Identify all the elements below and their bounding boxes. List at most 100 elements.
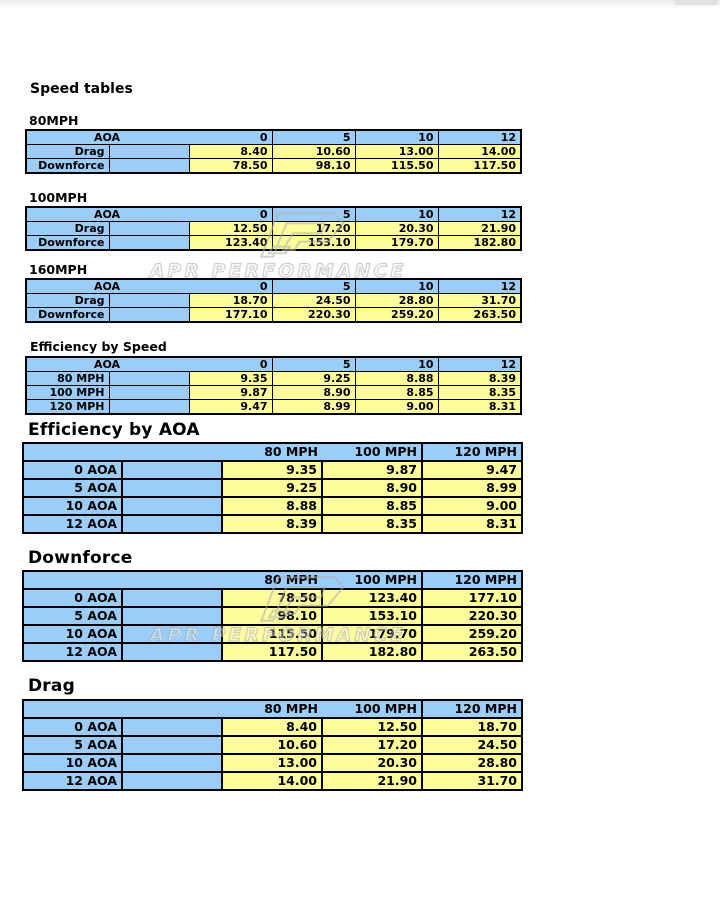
value-cell: 8.40 [189, 144, 272, 159]
row-spacer-cell [122, 496, 223, 515]
header-col-cell: 10 [354, 130, 438, 145]
header-col-cell: 5 [271, 357, 355, 372]
section-title-efficiency-by-speed: Efficiency by Speed [30, 339, 167, 354]
table-80mph: AOA 0 5 10 12 Drag 8.40 10.60 13.00 14.00 Downforc… [25, 129, 522, 174]
data-table: 80 MPH 100 MPH 120 MPH 0 AOA 9.35 9.87 9.47 5 A… [22, 442, 523, 534]
header-col-cell: 10 [354, 207, 438, 222]
row-label-cell: 80 MPH [26, 371, 110, 386]
value-cell: 177.10 [189, 307, 272, 322]
value-cell: 9.25 [271, 371, 355, 386]
header-col-cell: 0 [189, 279, 272, 294]
header-col-cell: 120 MPH [421, 571, 522, 589]
header-col-cell: 0 [189, 357, 272, 372]
value-cell: 31.70 [437, 293, 521, 308]
section-label-160mph: 160MPH [29, 262, 88, 277]
row-label-cell: 12 AOA [23, 514, 123, 533]
row-label-cell: 10 AOA [23, 753, 123, 772]
data-table: AOA 0 5 10 12 Drag 8.40 10.60 13.00 14.00 Downforc… [25, 129, 522, 174]
value-cell: 12.50 [321, 717, 422, 736]
row-label-cell: 5 AOA [23, 606, 123, 625]
table-header-row: AOA 0 5 10 12 [26, 357, 521, 372]
value-cell: 8.40 [222, 717, 322, 736]
row-label-cell: 0 AOA [23, 717, 123, 736]
value-cell: 8.35 [321, 514, 422, 533]
value-cell: 115.50 [222, 624, 322, 643]
row-spacer-cell [109, 293, 190, 308]
row-label-cell: 5 AOA [23, 478, 123, 497]
table-downforce: 80 MPH 100 MPH 120 MPH 0 AOA 78.50 123.40 177.… [22, 570, 523, 662]
value-cell: 12.50 [189, 221, 272, 236]
header-col-cell: 100 MPH [322, 700, 422, 718]
table-row: 0 AOA 78.50 123.40 177.10 [23, 588, 522, 607]
header-col-cell: 80 MPH [222, 700, 322, 718]
data-table: AOA 0 5 10 12 80 MPH 9.35 9.25 8.88 8.39 100 MPH 9.… [25, 356, 522, 415]
header-col-cell: 10 [354, 279, 438, 294]
header-col-cell: 120 MPH [421, 700, 522, 718]
header-col-cell: 10 [354, 357, 438, 372]
row-spacer-cell [109, 144, 190, 159]
header-label-cell [23, 443, 222, 461]
row-spacer-cell [122, 478, 223, 497]
row-label-cell: 100 MPH [26, 385, 110, 400]
row-spacer-cell [109, 221, 190, 236]
value-cell: 182.80 [321, 642, 422, 661]
value-cell: 8.39 [437, 371, 521, 386]
row-label-cell: 10 AOA [23, 624, 123, 643]
scrollbar-fragment [675, 0, 718, 5]
header-col-cell: 0 [189, 130, 272, 145]
value-cell: 179.70 [321, 624, 422, 643]
value-cell: 14.00 [222, 771, 322, 790]
table-row: 100 MPH 9.87 8.90 8.85 8.35 [26, 385, 521, 400]
value-cell: 117.50 [437, 158, 521, 173]
table-row: Downforce 78.50 98.10 115.50 117.50 [26, 158, 521, 173]
header-col-cell: 12 [437, 357, 521, 372]
row-label-cell: 10 AOA [23, 496, 123, 515]
header-col-cell: 80 MPH [222, 571, 322, 589]
value-cell: 24.50 [421, 735, 522, 754]
row-spacer-cell [109, 371, 190, 386]
value-cell: 13.00 [354, 144, 438, 159]
row-spacer-cell [122, 624, 223, 643]
value-cell: 8.31 [421, 514, 522, 533]
header-label-cell: AOA [26, 357, 189, 372]
table-row: 10 AOA 13.00 20.30 28.80 [23, 753, 522, 772]
row-spacer-cell [122, 606, 223, 625]
table-row: 12 AOA 8.39 8.35 8.31 [23, 514, 522, 533]
value-cell: 17.20 [271, 221, 355, 236]
value-cell: 24.50 [271, 293, 355, 308]
value-cell: 9.47 [189, 399, 272, 414]
table-row: 0 AOA 9.35 9.87 9.47 [23, 460, 522, 479]
table-header-row: AOA 0 5 10 12 [26, 279, 521, 294]
row-spacer-cell [109, 307, 190, 322]
value-cell: 263.50 [421, 642, 522, 661]
row-spacer-cell [122, 514, 223, 533]
header-col-cell: 80 MPH [222, 443, 322, 461]
value-cell: 9.47 [421, 460, 522, 479]
row-label-cell: 0 AOA [23, 460, 123, 479]
table-row: Downforce 123.40 153.10 179.70 182.80 [26, 235, 521, 250]
value-cell: 9.00 [421, 496, 522, 515]
row-label-cell: Drag [26, 144, 110, 159]
value-cell: 259.20 [421, 624, 522, 643]
section-label-80mph: 80MPH [29, 113, 79, 128]
row-spacer-cell [122, 753, 223, 772]
section-title-efficiency-by-aoa: Efficiency by AOA [28, 420, 200, 440]
section-title-drag: Drag [28, 676, 75, 696]
value-cell: 8.88 [222, 496, 322, 515]
header-label-cell: AOA [26, 207, 189, 222]
value-cell: 98.10 [222, 606, 322, 625]
value-cell: 182.80 [437, 235, 521, 250]
header-col-cell: 5 [271, 279, 355, 294]
header-col-cell: 12 [437, 279, 521, 294]
table-row: 5 AOA 98.10 153.10 220.30 [23, 606, 522, 625]
page-title: Speed tables [30, 81, 133, 97]
value-cell: 9.35 [189, 371, 272, 386]
row-spacer-cell [122, 735, 223, 754]
header-col-cell: 5 [271, 130, 355, 145]
header-label-cell: AOA [26, 279, 189, 294]
data-table: 80 MPH 100 MPH 120 MPH 0 AOA 8.40 12.50 18.70 5… [22, 699, 523, 791]
row-label-cell: 12 AOA [23, 642, 123, 661]
header-col-cell: 0 [189, 207, 272, 222]
table-row: 12 AOA 117.50 182.80 263.50 [23, 642, 522, 661]
value-cell: 8.85 [321, 496, 422, 515]
